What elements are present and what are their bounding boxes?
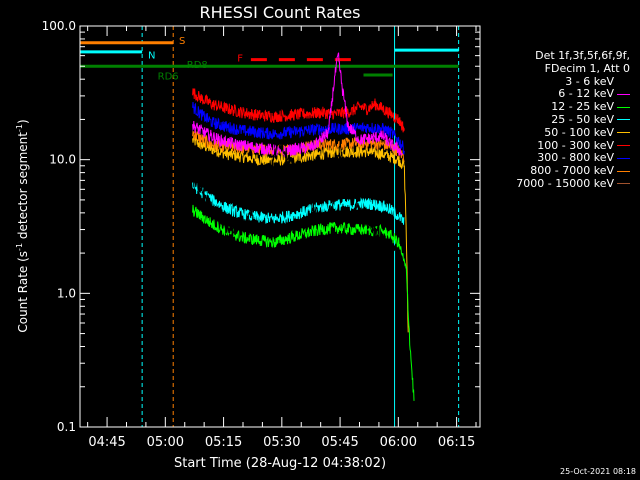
y-axis-label: Count Rate (s-1 detector segment-1) [15,119,30,332]
series-line-0 [192,136,403,263]
bar-label-0: S [179,36,185,47]
legend-entry-6: 300 - 800 keV [516,151,630,165]
bar-label-4: F [237,54,243,65]
chart-title: RHESSI Count Rates [200,3,361,22]
legend-swatch [617,157,630,159]
legend-items: 3 - 6 keV 6 - 12 keV 12 - 25 keV 25 - 50 ke… [516,74,630,191]
legend-swatch [617,81,630,83]
series-line-3 [192,179,405,225]
series-line-5 [192,88,405,133]
legend-label: 12 - 25 keV [551,100,614,114]
bar-label-1: N [148,51,155,62]
legend-entry-4: 50 - 100 keV [516,125,630,140]
timestamp: 25-Oct-2021 08:18 [560,467,636,476]
y-tick-label-3: 100.0 [42,19,76,33]
legend-swatch [617,119,630,121]
legend-entry-5: 100 - 300 keV [516,138,630,153]
legend-label: 800 - 7000 keV [530,164,614,178]
legend-swatch [617,183,630,185]
legend-label: 6 - 12 keV [558,87,614,101]
legend-entry-0: 3 - 6 keV [516,74,630,89]
legend-entry-7: 800 - 7000 keV [516,164,630,178]
series-line-6 [192,101,405,155]
x-tick-label-3: 05:30 [263,435,300,450]
bar-label-3: RD6 [158,71,179,82]
legend-entry-1: 6 - 12 keV [516,87,630,101]
x-tick-label-0: 04:45 [88,435,125,450]
series-line-1 [192,52,403,157]
legend-label: 100 - 300 keV [537,138,614,152]
legend-swatch [617,93,630,95]
legend-entry-2: 12 - 25 keV [516,100,630,114]
legend-entry-8: 7000 - 15000 keV [516,176,630,191]
legend-swatch [617,145,630,147]
x-tick-label-1: 05:00 [147,435,184,450]
plot-frame [79,25,481,428]
y-tick-label-1: 1.0 [57,286,76,300]
x-tick-label-6: 06:15 [438,435,475,450]
y-tick-label-2: 10.0 [49,153,76,167]
x-axis-label: Start Time (28-Aug-12 04:38:02) [174,456,386,471]
axis-layer: 0.1 1.0 10.0 100.0 04:45 05:00 05:15 05:30 05:45… [42,19,480,450]
bar-label-2: RD8 [187,60,208,71]
legend-label: 300 - 800 keV [537,151,614,165]
legend-label: 50 - 100 keV [544,125,614,139]
x-tick-label-2: 05:15 [205,435,242,450]
legend-label: 7000 - 15000 keV [516,176,614,190]
x-tick-label-4: 05:45 [321,435,358,450]
legend-label: 25 - 50 keV [551,112,614,126]
legend-entry-3: 25 - 50 keV [516,112,630,127]
x-tick-label-5: 06:00 [380,435,417,450]
legend: Det 1f,3f,5f,6f,9f, FDecim 1, Att 0 3 - … [516,49,630,191]
legend-swatch [617,170,630,172]
legend-label: 3 - 6 keV [565,74,614,88]
legend-header-2: FDecim 1, Att 0 [544,61,630,75]
legend-header-1: Det 1f,3f,5f,6f,9f, [535,49,630,62]
legend-swatch [617,132,630,134]
legend-swatch [617,106,630,108]
y-tick-label-0: 0.1 [57,420,76,434]
